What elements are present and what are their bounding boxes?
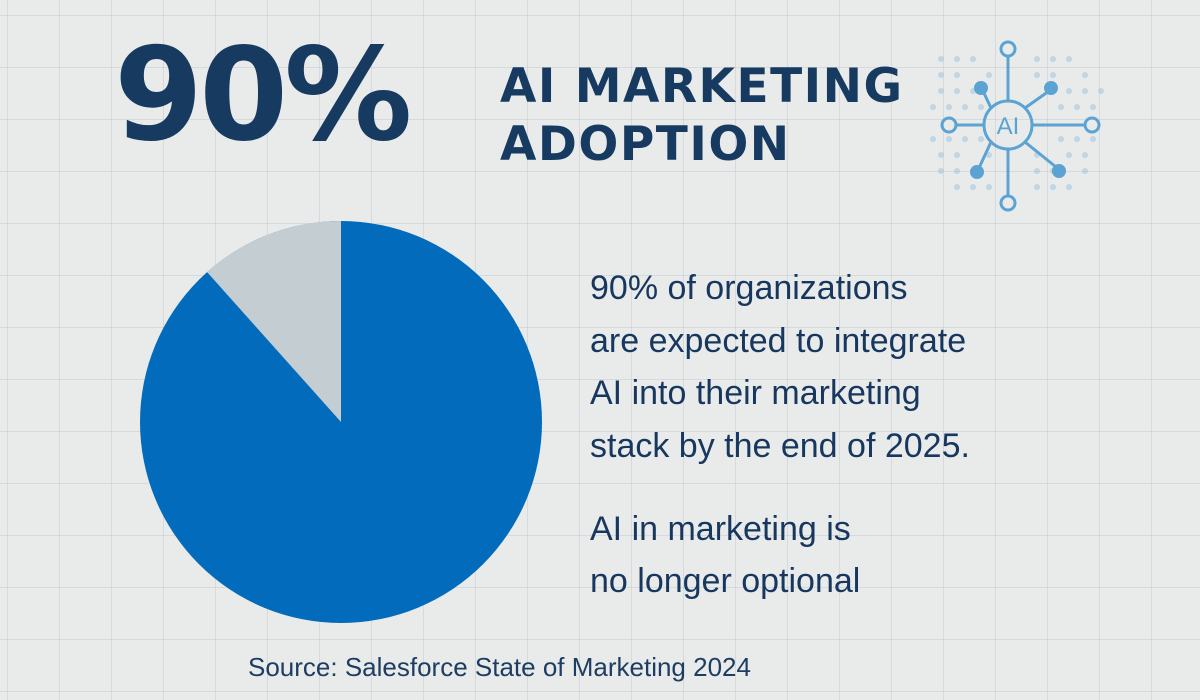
tagline: AI in marketing is no longer optional [590, 503, 860, 607]
ai-network-icon: AI [930, 40, 1104, 212]
description: 90% of organizations are expected to int… [590, 262, 970, 472]
big-stat-90-percent: 90% [114, 21, 412, 170]
tagline-line: no longer optional [590, 562, 861, 600]
description-line: are expected to integrate [590, 321, 967, 360]
title-line-2: ADOPTION [500, 117, 791, 172]
description-line: stack by the end of 2025. [590, 426, 970, 465]
source-citation: Source: Salesforce State of Marketing 20… [248, 652, 751, 682]
page-title: AI MARKETING ADOPTION [500, 58, 904, 174]
tagline-line: AI in marketing is [590, 510, 851, 548]
pie-chart [140, 220, 542, 623]
description-line: 90% of organizations [590, 269, 908, 307]
pie-slice-not-integrating [207, 220, 341, 422]
title-line-1: AI MARKETING [500, 59, 904, 114]
ai-icon-label: AI [997, 113, 1020, 140]
dot-pattern [930, 56, 1104, 190]
description-line: AI into their marketing [590, 374, 921, 412]
